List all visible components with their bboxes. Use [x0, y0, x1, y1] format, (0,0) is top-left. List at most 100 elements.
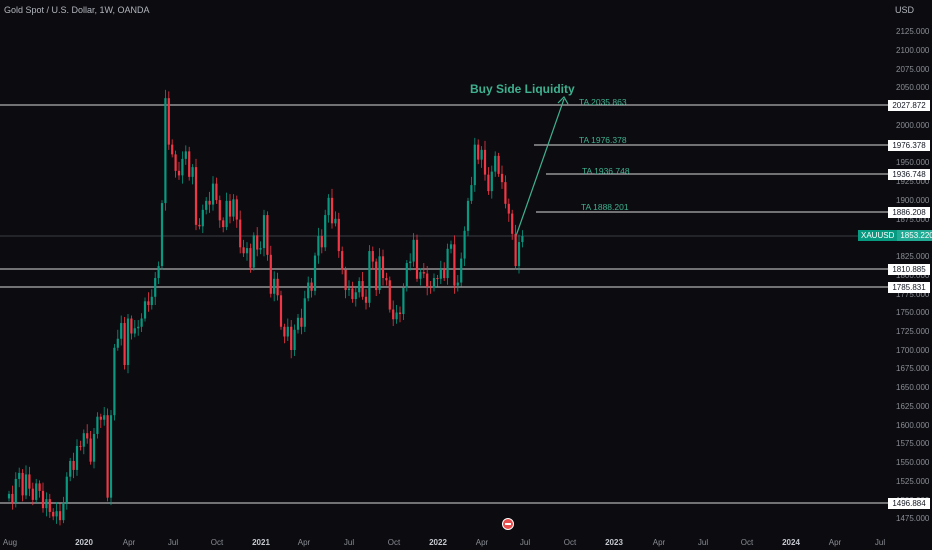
- ta-label-1976: TA 1976.378: [579, 135, 627, 145]
- candle-body: [123, 323, 126, 365]
- price-axis-tick: 1650.000: [896, 383, 930, 393]
- candle-body: [126, 318, 130, 365]
- price-axis-tick: 2125.000: [896, 27, 930, 37]
- price-axis-tick: 2050.000: [896, 83, 930, 93]
- ta-label-1888: TA 1888.201: [581, 202, 629, 212]
- symbol-name: XAUUSD: [858, 230, 898, 241]
- candle-body: [174, 154, 177, 171]
- chart-header-title: Gold Spot / U.S. Dollar, 1W, OANDA: [4, 5, 150, 15]
- candle-body: [354, 292, 357, 300]
- candle-body: [392, 309, 395, 320]
- candle-body: [177, 170, 181, 176]
- candle-body: [436, 278, 439, 280]
- candle-body: [86, 433, 89, 439]
- candle-body: [483, 149, 487, 175]
- candle-body: [324, 215, 327, 248]
- time-axis-tick: Apr: [828, 538, 842, 547]
- candle-body: [48, 499, 51, 512]
- candle-body: [446, 248, 449, 279]
- price-label-1810: 1810.885: [888, 264, 930, 275]
- candle-body: [412, 239, 415, 262]
- time-axis-tick: 2020: [75, 538, 93, 547]
- candle-body: [330, 197, 334, 224]
- time-axis-tick: Apr: [297, 538, 311, 547]
- candle-body: [225, 200, 228, 228]
- candle-body: [171, 144, 174, 155]
- time-axis-tick: 2022: [429, 538, 447, 547]
- ta-label-2035: TA 2035.863: [579, 97, 627, 107]
- candle-body: [106, 415, 109, 498]
- price-axis-tick: 1550.000: [896, 458, 930, 468]
- price-label-1886: 1886.208: [888, 207, 930, 218]
- candle-body: [511, 213, 514, 234]
- candle-body: [490, 171, 493, 192]
- price-axis-tick: 2100.000: [896, 45, 930, 55]
- time-axis-tick: Apr: [652, 538, 666, 547]
- candle-body: [320, 236, 323, 248]
- price-axis-tick: 1900.000: [896, 195, 930, 205]
- candle-body: [269, 254, 272, 294]
- candle-body: [222, 220, 225, 228]
- horizontal-price-lines: [0, 104, 888, 504]
- price-axis-tick: 1875.000: [896, 214, 930, 224]
- price-label-1496: 1496.884: [888, 498, 930, 509]
- economic-event-flag-icon[interactable]: [502, 518, 514, 530]
- candle-body: [375, 261, 378, 291]
- candle-body: [24, 474, 28, 496]
- candle-body: [279, 295, 283, 327]
- price-axis-tick: 1825.000: [896, 252, 930, 262]
- candle-body: [487, 174, 490, 192]
- candle-body: [18, 472, 21, 479]
- candle-body: [439, 269, 442, 279]
- time-axis-tick: 2021: [252, 538, 270, 547]
- symbol-price-badge: XAUUSD 1853.220: [858, 230, 932, 241]
- candle-body: [504, 182, 507, 204]
- time-axis-tick: 2023: [605, 538, 623, 547]
- candle-body: [426, 273, 429, 288]
- candle-body: [79, 445, 82, 447]
- time-axis-tick: 2024: [782, 538, 800, 547]
- candle-body: [466, 200, 470, 231]
- candle-body: [477, 144, 480, 160]
- candle-body: [517, 242, 521, 267]
- candle-body: [14, 478, 17, 503]
- candle-body: [99, 416, 102, 420]
- candle-body: [449, 244, 453, 249]
- candle-body: [415, 239, 419, 279]
- candle-body: [38, 483, 41, 491]
- price-axis-tick: 1725.000: [896, 327, 930, 337]
- candle-body: [28, 474, 31, 489]
- time-axis-tick: Jul: [167, 538, 179, 547]
- candles-group: [7, 89, 524, 526]
- candle-body: [205, 200, 208, 210]
- candle-body: [215, 183, 218, 201]
- candle-body: [460, 258, 463, 283]
- candle-body: [35, 483, 38, 500]
- candle-body: [201, 209, 204, 227]
- candle-body: [147, 301, 150, 306]
- candle-body: [259, 248, 262, 250]
- candle-body: [443, 269, 446, 279]
- candle-body: [398, 312, 402, 315]
- candle-body: [228, 200, 232, 217]
- price-axis-tick: 2000.000: [896, 120, 930, 130]
- candle-body: [500, 173, 504, 183]
- candle-body: [313, 255, 317, 291]
- candle-body: [521, 236, 524, 243]
- candle-body: [31, 488, 34, 500]
- candle-body: [473, 144, 476, 186]
- annotation-title: Buy Side Liquidity: [470, 82, 575, 96]
- candle-body: [497, 155, 500, 174]
- candle-body: [249, 248, 252, 268]
- price-axis-tick: 1700.000: [896, 345, 930, 355]
- candle-body: [55, 511, 58, 517]
- candle-body: [96, 416, 99, 434]
- candle-body: [507, 203, 510, 214]
- time-axis-tick: Apr: [122, 538, 136, 547]
- candle-body: [133, 328, 136, 334]
- time-axis-tick: Apr: [475, 538, 489, 547]
- candle-body: [290, 326, 293, 351]
- candle-body: [344, 269, 347, 291]
- symbol-last-price: 1853.220: [897, 230, 932, 241]
